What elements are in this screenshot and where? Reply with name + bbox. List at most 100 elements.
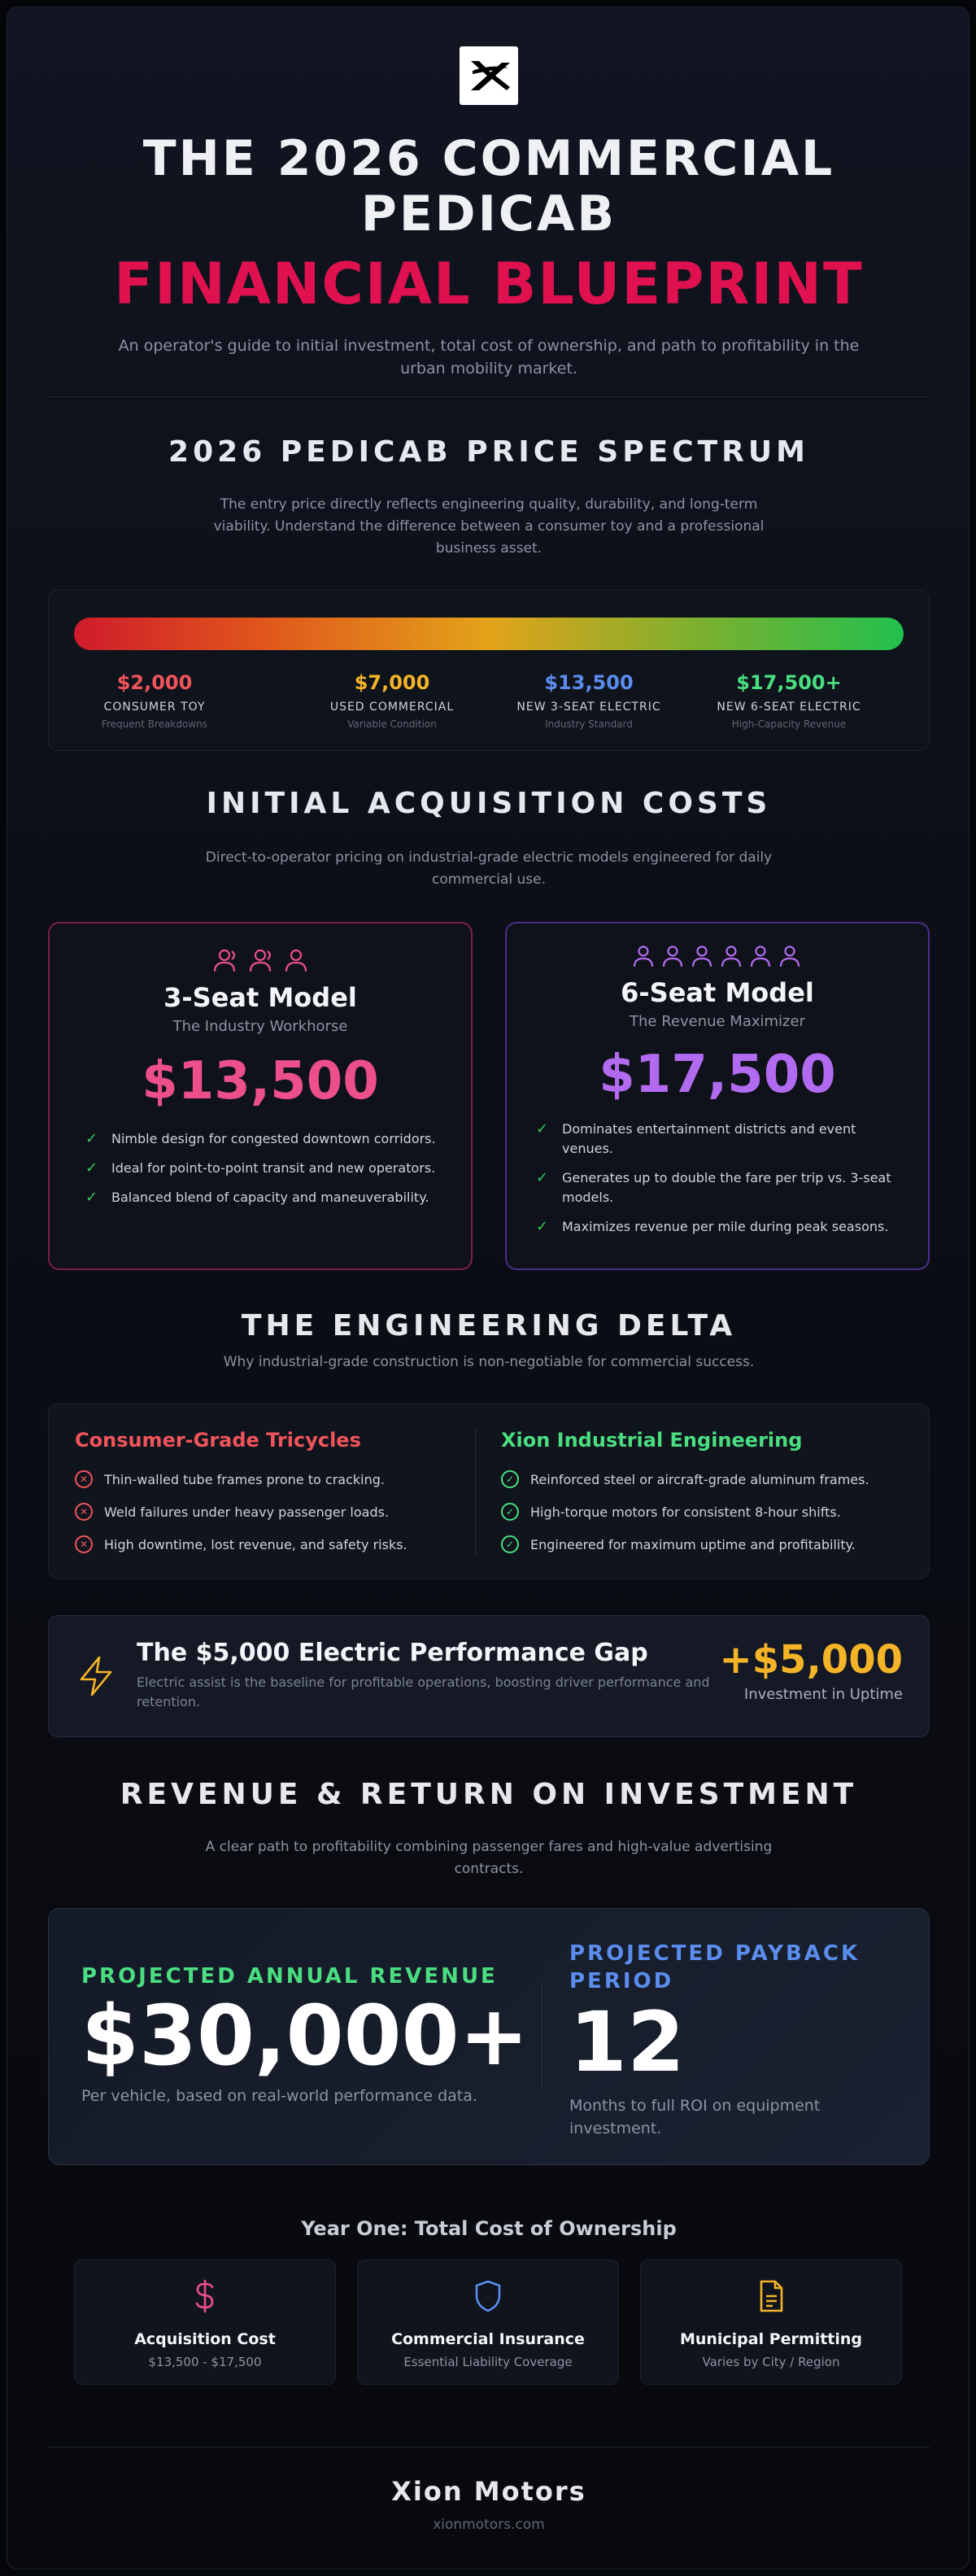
revenue-card: PROJECTED ANNUAL REVENUE $30,000+ Per ve…	[48, 1908, 930, 2165]
spectrum-label: CONSUMER TOY	[103, 701, 206, 714]
annual-revenue-note: Per vehicle, based on real-world perform…	[81, 2087, 477, 2105]
check-icon: ✓	[85, 1159, 98, 1177]
spectrum-point-consumer: $2,000 CONSUMER TOY Frequent Breakdowns	[61, 671, 248, 730]
industrial-item: ✓ High-torque motors for consistent 8-hou…	[501, 1495, 908, 1528]
consumer-column: Consumer-Grade Tricycles ✕ Thin-walled tu…	[75, 1429, 465, 1561]
tco-card-acquisition: Acquisition Cost $13,500 - $17,500	[74, 2259, 336, 2385]
price-spectrum-bar	[74, 618, 904, 650]
seat-icons	[50, 948, 471, 974]
gap-description: Electric assist is the baseline for prof…	[137, 1674, 710, 1709]
payback-value: 12	[569, 1994, 685, 2091]
column-divider	[475, 1429, 476, 1556]
spectrum-note: Industry Standard	[545, 718, 633, 730]
gap-amount-label: Investment in Uptime	[743, 1686, 903, 1703]
feature-item: ✓ Dominates entertainment districts and e…	[536, 1120, 856, 1156]
industrial-item: ✓ Reinforced steel or aircraft-grade alum…	[501, 1463, 908, 1495]
engineering-title: THE ENGINEERING DELTA	[241, 1309, 737, 1343]
hero-description: An operator's guide to initial investmen…	[118, 337, 860, 378]
annual-revenue-label: PROJECTED ANNUAL REVENUE	[81, 1964, 498, 1989]
tco-title: Year One: Total Cost of Ownership	[301, 2217, 677, 2240]
feature-item: ✓ Maximizes revenue per mile during peak …	[536, 1218, 889, 1235]
tco-item-title: Acquisition Cost	[134, 2330, 276, 2348]
model-tagline: The Industry Workhorse	[172, 1018, 348, 1035]
spectrum-label: USED COMMERCIAL	[329, 701, 455, 714]
feature-list: ✓ Nimble design for congested downtown co…	[85, 1129, 438, 1207]
gap-amount: +$5,000	[719, 1637, 903, 1683]
check-circle-icon: ✓	[501, 1470, 519, 1488]
spectrum-price: $7,000	[354, 671, 430, 694]
performance-gap-card: The $5,000 Electric Performance Gap Elec…	[48, 1615, 930, 1737]
feature-item: ✓ Balanced blend of capacity and maneuver…	[85, 1189, 429, 1206]
spectrum-note: Frequent Breakdowns	[101, 718, 208, 730]
person-icon	[213, 949, 307, 972]
tco-item-title: Commercial Insurance	[391, 2330, 585, 2348]
payback-block: PROJECTED PAYBACK PERIOD 12 Months to fu…	[569, 1940, 895, 2140]
revenue-title: REVENUE & RETURN ON INVESTMENT	[120, 1778, 858, 1811]
engineering-delta-card: Consumer-Grade Tricycles ✕ Thin-walled tu…	[48, 1404, 930, 1579]
tco-item-sub: Varies by City / Region	[702, 2355, 840, 2369]
check-icon: ✓	[536, 1120, 549, 1137]
price-spectrum-card	[48, 590, 930, 751]
industrial-column: Xion Industrial Engineering ✓ Reinforced …	[501, 1429, 908, 1561]
check-circle-icon: ✓	[501, 1503, 519, 1521]
document-icon	[641, 2278, 901, 2317]
page-frame: THE 2026 COMMERCIAL PEDICAB FINANCIAL BL…	[7, 7, 969, 2569]
model-price: $13,500	[142, 1051, 379, 1111]
hero-subtitle: FINANCIAL BLUEPRINT	[114, 251, 864, 317]
payback-label: PROJECTED PAYBACK PERIOD	[569, 1941, 861, 1993]
check-icon: ✓	[85, 1189, 98, 1206]
x-circle-icon: ✕	[75, 1503, 93, 1521]
feature-item: ✓ Nimble design for congested downtown co…	[85, 1130, 436, 1147]
acquisition-title: INITIAL ACQUISITION COSTS	[206, 787, 772, 820]
person-icon	[633, 945, 800, 967]
tco-item-sub: $13,500 - $17,500	[148, 2355, 262, 2369]
industrial-item: ✓ Engineered for maximum uptime and profi…	[501, 1528, 908, 1561]
annual-revenue-value: $30,000+	[81, 1988, 529, 2085]
acquisition-description: Direct-to-operator pricing on industrial…	[205, 849, 773, 888]
industrial-title: Xion Industrial Engineering	[501, 1429, 803, 1452]
consumer-title: Consumer-Grade Tricycles	[75, 1429, 361, 1452]
spectrum-title: 2026 PEDICAB PRICE SPECTRUM	[168, 435, 809, 469]
x-circle-icon: ✕	[75, 1470, 93, 1488]
revenue-description: A clear path to profitability combining …	[205, 1839, 773, 1877]
hero-title: THE 2026 COMMERCIAL PEDICAB	[142, 130, 835, 242]
spectrum-note: High-Capacity Revenue	[731, 718, 847, 730]
section-divider	[48, 396, 930, 397]
footer-brand: Xion Motors	[391, 2476, 586, 2507]
seat-icons	[507, 945, 928, 969]
model-name: 3-Seat Model	[163, 982, 357, 1013]
tco-card-permitting: Municipal Permitting Varies by City / Re…	[640, 2259, 902, 2385]
footer-url[interactable]: xionmotors.com	[433, 2517, 545, 2533]
tco-card-insurance: Commercial Insurance Essential Liability…	[357, 2259, 619, 2385]
model-card-6-seat: 6-Seat Model The Revenue Maximizer $17,5…	[505, 922, 930, 1270]
model-price: $17,500	[599, 1045, 836, 1105]
spectrum-description: The entry price directly reflects engine…	[213, 496, 765, 557]
spectrum-point-3seat: $13,500 NEW 3-SEAT ELECTRIC Industry Sta…	[495, 671, 682, 730]
gap-title: The $5,000 Electric Performance Gap	[137, 1639, 648, 1667]
engineering-description: Why industrial-grade construction is non…	[223, 1354, 755, 1370]
check-icon: ✓	[536, 1169, 549, 1186]
xion-x-logo-icon	[460, 46, 518, 105]
spectrum-label: NEW 6-SEAT ELECTRIC	[717, 701, 861, 714]
tco-item-title: Municipal Permitting	[679, 2330, 863, 2348]
tco-item-sub: Essential Liability Coverage	[403, 2355, 573, 2369]
dollar-sign-icon	[75, 2278, 335, 2317]
consumer-item: ✕ Weld failures under heavy passenger loa…	[75, 1495, 465, 1528]
check-circle-icon: ✓	[501, 1535, 519, 1553]
model-card-3-seat: 3-Seat Model The Industry Workhorse $13,…	[48, 922, 473, 1270]
check-icon: ✓	[85, 1130, 98, 1147]
x-circle-icon: ✕	[75, 1535, 93, 1553]
spectrum-label: NEW 3-SEAT ELECTRIC	[516, 701, 661, 714]
payback-note: Months to full ROI on equipment investme…	[569, 2097, 821, 2137]
annual-revenue-block: PROJECTED ANNUAL REVENUE $30,000+ Per ve…	[81, 1964, 537, 2107]
spectrum-point-6seat: $17,500+ NEW 6-SEAT ELECTRIC High-Capaci…	[695, 671, 882, 730]
spectrum-price: $17,500+	[736, 671, 842, 694]
feature-item: ✓ Ideal for point-to-point transit and ne…	[85, 1159, 436, 1177]
feature-list: ✓ Dominates entertainment districts and e…	[536, 1120, 895, 1237]
model-name: 6-Seat Model	[621, 977, 814, 1008]
check-icon: ✓	[536, 1218, 549, 1235]
consumer-item: ✕ Thin-walled tube frames prone to cracki…	[75, 1463, 465, 1495]
model-tagline: The Revenue Maximizer	[630, 1013, 805, 1030]
feature-item: ✓ Generates up to double the fare per tri…	[536, 1169, 891, 1205]
shield-icon	[358, 2278, 618, 2317]
